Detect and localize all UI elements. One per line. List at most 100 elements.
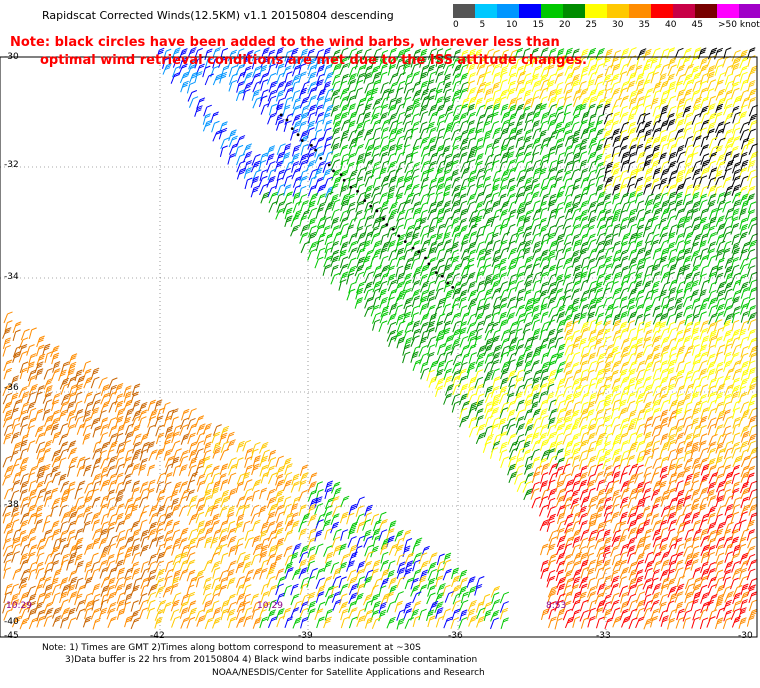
wind-barb [191, 47, 197, 51]
wind-barb [472, 215, 478, 219]
wind-barb [728, 80, 734, 84]
wind-barb [352, 137, 359, 141]
wind-barb [470, 72, 476, 76]
wind-barb [503, 115, 509, 119]
wind-barb [670, 153, 676, 157]
wind-barb [383, 121, 390, 125]
wind-barb [435, 218, 439, 229]
wind-barb [511, 112, 517, 116]
wind-barb [563, 235, 568, 245]
wind-barb [494, 74, 500, 77]
wind-barb [431, 185, 437, 189]
wind-barb [268, 106, 273, 116]
wind-barb [573, 67, 580, 71]
wind-barb [749, 193, 756, 197]
wind-barb [720, 199, 726, 203]
wind-barb [630, 93, 637, 97]
wind-barb [238, 81, 245, 85]
wind-barb [382, 103, 389, 107]
wind-barb [590, 153, 596, 157]
wind-barb [589, 79, 595, 83]
wind-barb [235, 50, 240, 60]
wind-barb [550, 175, 556, 179]
wind-barb [516, 171, 521, 181]
wind-barb [423, 90, 429, 94]
wind-barb [730, 218, 734, 228]
wind-barb [318, 49, 324, 53]
wind-barb [551, 119, 557, 123]
wind-barb [188, 98, 194, 108]
wind-barb [563, 249, 568, 259]
wind-barb [374, 145, 381, 149]
wind-barb [368, 96, 374, 100]
wind-barb [461, 141, 468, 145]
wind-barb [203, 107, 208, 117]
wind-barb [334, 225, 340, 229]
wind-barb [490, 113, 495, 124]
wind-barb [230, 51, 237, 55]
wind-barb [326, 119, 333, 123]
wind-barb [612, 226, 616, 236]
wind-barb [335, 113, 342, 117]
wind-barb [479, 104, 486, 108]
wind-barb [453, 153, 460, 157]
wind-barb [727, 64, 734, 68]
wind-barb [502, 105, 508, 109]
wind-barb [533, 124, 539, 128]
wind-barb [395, 137, 401, 148]
wind-barb [294, 152, 300, 156]
wind-barb [581, 141, 587, 145]
wind-barb [358, 143, 364, 147]
wind-barb [278, 63, 285, 67]
wind-barb [608, 175, 614, 179]
wind-barb [571, 236, 576, 246]
wind-barb [222, 47, 229, 51]
wind-barb [251, 60, 256, 70]
wind-barb [709, 225, 716, 229]
wind-barb [662, 135, 668, 139]
wind-barb [509, 59, 515, 63]
wind-barb [503, 171, 510, 175]
wind-barb [604, 59, 611, 63]
wind-barb [546, 217, 551, 227]
wind-barb [342, 146, 348, 150]
wind-barb [558, 81, 564, 85]
wind-barb [638, 74, 644, 78]
wind-barb [258, 162, 262, 172]
wind-barb [517, 47, 524, 51]
wind-barb [462, 103, 469, 107]
wind-barb [686, 161, 692, 165]
wind-barb [488, 216, 494, 220]
wind-barb [246, 143, 253, 147]
wind-barb [492, 91, 496, 102]
wind-barb [706, 81, 712, 91]
wind-barb [613, 56, 620, 60]
wind-barb [676, 91, 681, 101]
wind-barb [623, 192, 629, 196]
wind-barb [318, 98, 324, 102]
wind-barb [309, 108, 315, 112]
wind-barb [375, 105, 381, 109]
wind-barb [307, 114, 312, 124]
wind-barb [214, 56, 221, 60]
wind-barb [517, 121, 523, 125]
wind-barb [388, 60, 393, 70]
wind-barb [660, 129, 667, 133]
wind-barb [740, 145, 746, 156]
wind-barb [469, 159, 476, 163]
wind-barb [598, 201, 604, 205]
wind-barb [623, 159, 629, 163]
wind-barb [468, 105, 475, 109]
wind-barb [558, 63, 565, 67]
wind-barb [357, 123, 364, 127]
wind-barb [397, 143, 403, 147]
wind-barb [463, 99, 469, 103]
wind-barb [539, 187, 544, 198]
wind-barb [415, 201, 421, 205]
wind-barb [174, 72, 180, 76]
wind-barb [304, 209, 310, 213]
wind-barb [740, 53, 747, 57]
wind-barb [733, 83, 739, 87]
wind-barb [419, 195, 425, 205]
wind-barb [494, 105, 500, 109]
